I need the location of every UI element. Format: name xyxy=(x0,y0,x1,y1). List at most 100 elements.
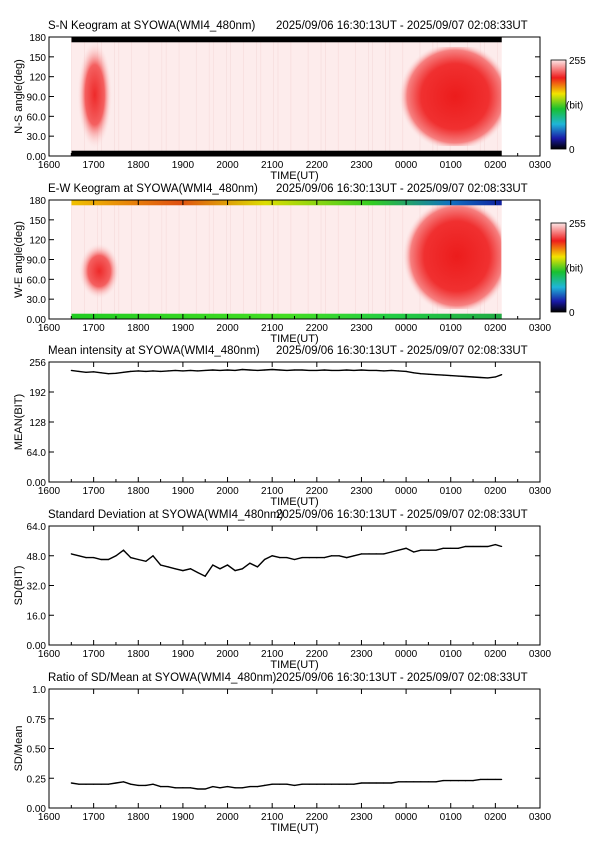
x-tick-label: 2300 xyxy=(350,649,373,660)
x-tick-label: 1900 xyxy=(172,649,195,660)
x-tick-label: 2200 xyxy=(306,323,329,334)
x-tick-label: 2000 xyxy=(216,486,239,497)
data-point xyxy=(413,551,415,553)
y-tick-label: 150 xyxy=(29,216,46,227)
data-point xyxy=(420,549,422,551)
y-tick-label: 0.00 xyxy=(27,804,47,815)
data-point xyxy=(145,370,147,372)
x-tick-label: 1600 xyxy=(38,649,61,660)
data-point xyxy=(464,780,467,782)
data-point xyxy=(122,781,125,783)
data-point xyxy=(263,558,266,561)
data-point xyxy=(330,783,333,785)
colorbar xyxy=(550,59,567,150)
y-axis-label: SD/Mean xyxy=(13,726,25,772)
data-point xyxy=(159,785,162,788)
y-axis-label: N-S angle(deg) xyxy=(13,59,25,134)
panel-time-range: 2025/09/06 16:30:13UT - 2025/09/07 02:08… xyxy=(276,509,528,521)
auroral-patch-1 xyxy=(77,40,113,150)
data-point xyxy=(390,782,392,784)
data-point xyxy=(405,547,407,549)
data-point xyxy=(197,788,199,790)
data-point xyxy=(346,783,348,785)
masked-row xyxy=(71,150,502,156)
data-point xyxy=(107,783,109,785)
data-point xyxy=(457,547,459,549)
data-point xyxy=(360,369,363,371)
y-tick-label: 0.75 xyxy=(27,715,47,726)
data-point xyxy=(226,369,229,371)
data-point xyxy=(93,371,95,373)
data-point xyxy=(316,369,318,372)
data-point xyxy=(375,782,377,784)
y-tick-label: 64.0 xyxy=(27,448,47,459)
colorbar xyxy=(550,222,567,313)
data-point xyxy=(174,568,176,570)
data-point xyxy=(130,370,132,372)
x-tick-label: 1600 xyxy=(38,323,61,334)
data-point xyxy=(137,784,139,786)
data-point xyxy=(137,370,139,372)
auroral-patch-2 xyxy=(402,203,502,310)
data-point xyxy=(435,781,437,783)
y-tick-label: 90.0 xyxy=(27,93,47,104)
data-point xyxy=(78,555,80,557)
data-point xyxy=(427,549,430,551)
data-point xyxy=(480,376,482,379)
x-tick-label: 2000 xyxy=(216,812,239,823)
data-point xyxy=(413,781,415,783)
data-point xyxy=(375,553,377,555)
x-tick-label: 0000 xyxy=(395,160,418,171)
x-tick-label: 2100 xyxy=(261,160,284,171)
y-axis-label: MEAN(BIT) xyxy=(13,394,25,450)
data-point xyxy=(457,780,459,782)
data-point xyxy=(107,373,109,375)
data-point xyxy=(271,783,273,785)
data-point xyxy=(197,370,199,372)
edge-band xyxy=(71,313,502,319)
panel-title: S-N Keogram at SYOWA(WMI4_480nm) xyxy=(48,20,255,32)
data-point xyxy=(487,377,489,379)
x-tick-label: 0300 xyxy=(529,812,552,823)
data-point xyxy=(241,568,243,570)
data-point xyxy=(480,545,482,548)
data-point xyxy=(234,369,236,372)
data-point xyxy=(115,782,117,784)
x-axis-label: TIME(UT) xyxy=(270,170,318,182)
x-tick-label: 1900 xyxy=(172,323,195,334)
data-point xyxy=(271,555,273,557)
y-tick-label: 48.0 xyxy=(27,552,47,563)
x-tick-label: 1900 xyxy=(172,812,195,823)
data-point xyxy=(212,785,214,788)
x-tick-label: 1600 xyxy=(38,812,61,823)
y-tick-label: 1.0 xyxy=(32,685,46,696)
data-point xyxy=(293,369,296,371)
data-point xyxy=(397,370,400,372)
data-point xyxy=(308,557,310,559)
data-point xyxy=(167,566,169,568)
y-tick-label: 180 xyxy=(29,196,46,207)
data-point xyxy=(100,558,102,561)
data-point xyxy=(197,571,199,574)
x-tick-label: 0300 xyxy=(529,486,552,497)
data-point xyxy=(167,785,169,788)
x-tick-label: 1900 xyxy=(172,486,195,497)
y-axis-label: SD(BIT) xyxy=(13,566,25,606)
y-tick-label: 0.00 xyxy=(27,478,47,489)
x-tick-label: 2200 xyxy=(306,160,329,171)
data-point xyxy=(107,558,109,561)
data-point xyxy=(368,553,370,555)
data-point xyxy=(501,545,503,548)
data-point xyxy=(130,783,132,785)
data-point xyxy=(145,560,147,562)
x-tick-label: 1900 xyxy=(172,160,195,171)
data-point xyxy=(494,778,496,781)
data-point xyxy=(435,374,437,376)
y-tick-label: 32.0 xyxy=(27,582,47,593)
y-tick-label: 0.00 xyxy=(27,315,47,326)
panel-time-range: 2025/09/06 16:30:13UT - 2025/09/07 02:08… xyxy=(276,20,528,32)
plot-background xyxy=(49,689,540,808)
x-tick-label: 2200 xyxy=(306,649,329,660)
x-axis-label: TIME(UT) xyxy=(270,333,318,345)
x-tick-label: 0100 xyxy=(440,160,463,171)
